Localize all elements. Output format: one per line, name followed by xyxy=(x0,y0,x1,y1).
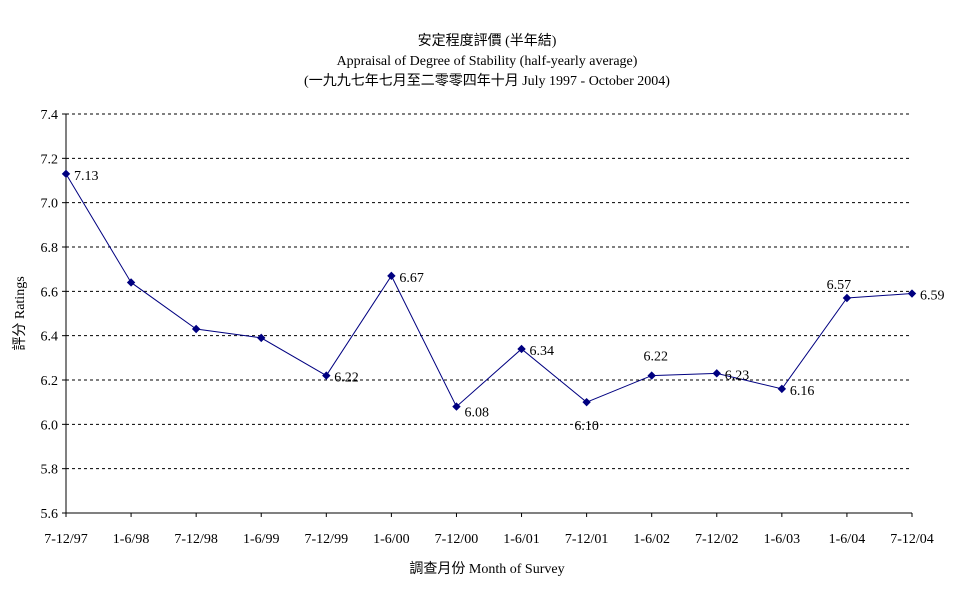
data-point-marker xyxy=(907,289,917,298)
x-tick-label: 1-6/00 xyxy=(373,532,410,547)
data-point-marker xyxy=(712,369,721,378)
x-tick-label: 7-12/99 xyxy=(305,532,349,547)
data-label: 6.23 xyxy=(725,368,750,383)
x-tick-label: 1-6/98 xyxy=(113,532,150,547)
data-label: 6.57 xyxy=(827,278,852,293)
data-label: 6.67 xyxy=(399,271,424,286)
data-label: 6.10 xyxy=(574,419,599,434)
data-point-marker xyxy=(582,397,591,407)
data-point-marker xyxy=(61,169,71,179)
y-tick-label: 7.0 xyxy=(41,197,59,212)
chart-title: 安定程度評價 (半年結) xyxy=(418,32,557,49)
x-tick-label: 7-12/04 xyxy=(890,532,934,547)
data-point-marker xyxy=(777,384,787,394)
y-tick-label: 6.4 xyxy=(41,330,59,345)
x-tick-label: 7-12/98 xyxy=(174,532,218,547)
data-point-marker xyxy=(126,278,136,287)
x-tick-label: 7-12/01 xyxy=(565,532,609,547)
data-label: 6.16 xyxy=(790,384,815,399)
chart-subtitle-period: (一九九七年七月至二零零四年十月 July 1997 - October 200… xyxy=(304,73,670,89)
data-label: 6.59 xyxy=(920,289,945,304)
y-tick-label: 5.8 xyxy=(41,463,59,478)
data-point-marker xyxy=(647,371,656,380)
y-tick-label: 7.2 xyxy=(41,152,59,167)
x-tick-label: 1-6/02 xyxy=(633,532,670,547)
x-tick-label: 1-6/01 xyxy=(503,532,540,547)
data-point-marker xyxy=(517,344,526,354)
data-label: 7.13 xyxy=(74,169,99,184)
data-label: 6.08 xyxy=(464,406,489,421)
data-point-marker xyxy=(257,333,266,343)
data-label: 6.22 xyxy=(334,371,359,386)
data-point-marker xyxy=(387,271,396,281)
series-polyline xyxy=(65,173,913,408)
y-tick-label: 6.8 xyxy=(41,241,59,256)
x-tick-label: 7-12/00 xyxy=(435,532,479,547)
x-axis-title: 調查月份 Month of Survey xyxy=(409,561,564,577)
y-axis-title: 評分 Ratings xyxy=(12,276,28,350)
gridlines xyxy=(66,113,912,470)
data-point-marker xyxy=(191,324,201,334)
data-labels: 7.13 6.22 6.67 6.08 6.34 6.10 6.22 6.23 6.16 6.57… xyxy=(74,169,945,434)
y-tick-label: 6.2 xyxy=(41,374,59,389)
x-tick-label: 1-6/03 xyxy=(764,532,801,547)
axes xyxy=(62,113,913,517)
data-point-marker xyxy=(452,402,461,411)
series-line xyxy=(65,173,913,408)
data-label: 6.34 xyxy=(530,344,555,359)
x-tick-label: 1-6/99 xyxy=(243,532,280,547)
x-tick-label: 7-12/02 xyxy=(695,532,739,547)
series-markers xyxy=(61,169,917,411)
data-point-marker xyxy=(322,371,331,380)
y-tick-label: 6.6 xyxy=(41,285,59,300)
data-point-marker xyxy=(842,293,852,303)
y-tick-labels: 5.6 5.8 6.0 6.2 6.4 6.6 6.8 7.0 7.2 7.4 xyxy=(41,108,59,522)
x-tick-label: 7-12/97 xyxy=(44,532,88,547)
y-tick-label: 7.4 xyxy=(41,108,59,123)
y-tick-label: 6.0 xyxy=(41,418,59,433)
y-tick-label: 5.6 xyxy=(41,507,59,522)
chart-subtitle: Appraisal of Degree of Stability (half-y… xyxy=(337,54,638,69)
x-tick-labels: 7-12/97 1-6/98 7-12/98 1-6/99 7-12/99 1-6/00 7… xyxy=(44,532,934,547)
data-label: 6.22 xyxy=(643,350,668,365)
x-tick-label: 1-6/04 xyxy=(829,532,866,547)
